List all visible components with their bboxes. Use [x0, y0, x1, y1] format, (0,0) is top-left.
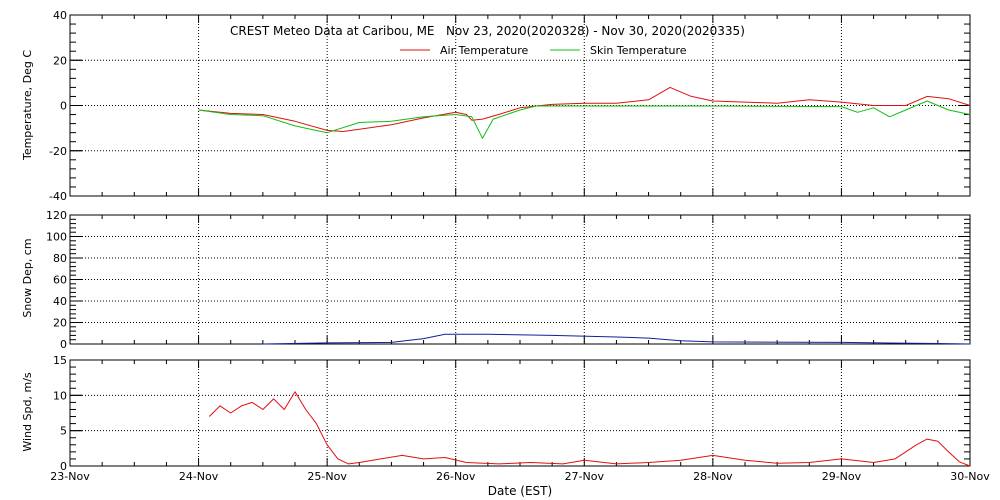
- legend: Air Temperature Skin Temperature: [400, 44, 687, 57]
- panel-frame: [69, 359, 971, 467]
- temperature-series-air-temperature-line: [198, 86, 971, 132]
- panels-layer: -40 -20 0 20 40 0 20 40 60 80 100 120 0 5 10 15: [46, 9, 971, 473]
- panel-temperature: -40 -20 0 20 40: [49, 9, 971, 203]
- y-tick-label: 60: [53, 274, 67, 287]
- x-axis-label: Date (EST): [488, 484, 552, 498]
- x-tick-label: 24-Nov: [179, 470, 219, 483]
- panel-frame: [69, 214, 971, 345]
- y-tick-label: 40: [53, 295, 67, 308]
- y-tick-label: 20: [53, 54, 67, 67]
- y-tick-label: 120: [46, 209, 67, 222]
- y-tick-label: 80: [53, 252, 67, 265]
- y-tick-label: -20: [49, 145, 67, 158]
- temperature-ylabel: Temperature, Deg C: [21, 50, 34, 161]
- x-tick-label: 27-Nov: [565, 470, 605, 483]
- snow-series-0-line: [262, 333, 971, 345]
- wind-series-0-line: [208, 391, 971, 467]
- chart-title: CREST Meteo Data at Caribou, ME Nov 23, …: [230, 24, 745, 38]
- y-tick-label: 5: [60, 425, 67, 438]
- x-tick-label: 25-Nov: [307, 470, 347, 483]
- x-tick-labels: 23-Nov 24-Nov 25-Nov 26-Nov 27-Nov 28-Nov 29-N…: [50, 470, 990, 483]
- y-tick-label: 0: [60, 338, 67, 351]
- wind-ylabel: Wind Spd, m/s: [21, 372, 34, 452]
- legend-label-skin: Skin Temperature: [590, 44, 687, 57]
- x-tick-label: 30-Nov: [950, 470, 990, 483]
- x-tick-label: 26-Nov: [436, 470, 476, 483]
- y-tick-label: 0: [60, 100, 67, 113]
- snow-ylabel: Snow Dep, cm: [21, 238, 34, 317]
- panel-wind: 0 5 10 15: [53, 354, 971, 473]
- y-tick-label: 0: [60, 460, 67, 473]
- y-tick-label: 15: [53, 354, 67, 367]
- y-tick-label: -40: [49, 190, 67, 203]
- y-tick-label: 40: [53, 9, 67, 22]
- y-tick-label: 10: [53, 389, 67, 402]
- y-tick-label: 100: [46, 231, 67, 244]
- x-tick-label: 23-Nov: [50, 470, 90, 483]
- x-tick-label: 28-Nov: [693, 470, 733, 483]
- x-tick-label: 29-Nov: [822, 470, 862, 483]
- y-tick-label: 20: [53, 317, 67, 330]
- legend-label-air: Air Temperature: [440, 44, 529, 57]
- panel-snow: 0 20 40 60 80 100 120: [46, 209, 971, 351]
- temperature-series-skin-temperature-line: [198, 100, 971, 139]
